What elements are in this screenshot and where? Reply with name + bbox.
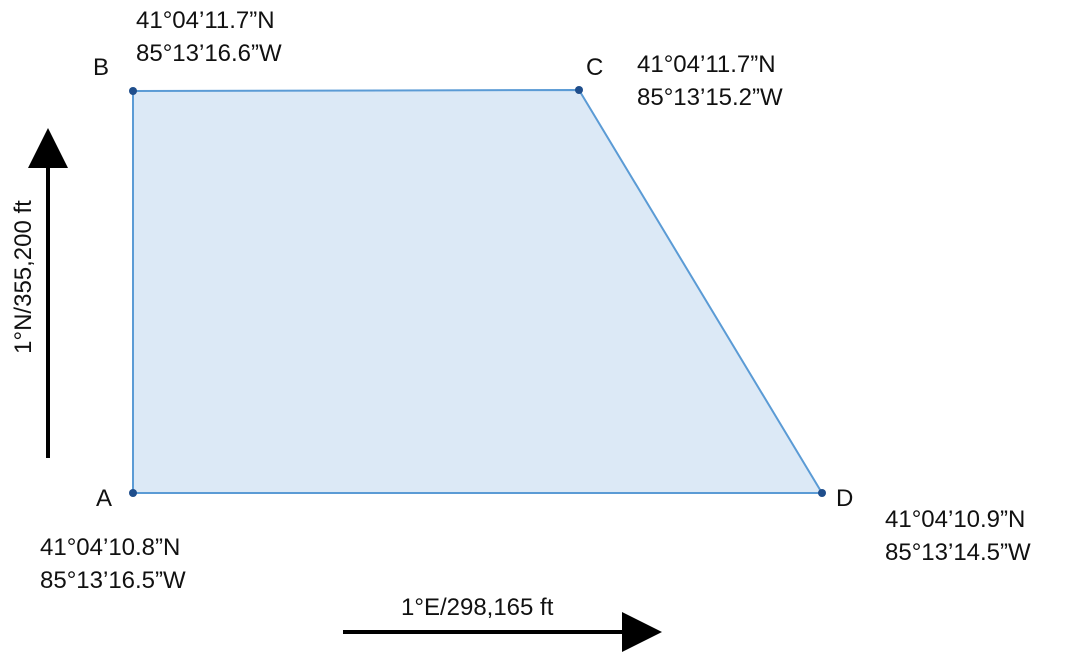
vertex-a-label: A (96, 485, 113, 512)
vertex-b-lat: 41°04’11.7”N (136, 7, 275, 34)
vertex-d-point (818, 489, 826, 497)
lot-polygon (132, 88, 824, 494)
vertex-b-coordinates: 41°04’11.7”N 85°13’16.6”W (136, 4, 282, 70)
vertex-c-coordinates: 41°04’11.7”N 85°13’15.2”W (637, 48, 783, 114)
vertex-a-point (129, 489, 137, 497)
vertex-b-point (129, 87, 137, 95)
vertex-d-label: D (836, 485, 854, 512)
east-scale-label: 1°E/298,165 ft (401, 594, 554, 621)
vertex-c-lat: 41°04’11.7”N (637, 51, 776, 78)
north-scale-label: 1°N/355,200 ft (10, 200, 37, 354)
vertex-c-label: C (586, 54, 604, 81)
vertex-c-point (575, 86, 583, 94)
vertex-c-lon: 85°13’15.2”W (637, 84, 783, 111)
vertex-a-coordinates: 41°04’10.8”N 85°13’16.5”W (40, 531, 186, 597)
vertex-b-label: B (93, 54, 110, 81)
vertex-a-lat: 41°04’10.8”N (40, 534, 181, 561)
vertex-d-coordinates: 41°04’10.9”N 85°13’14.5”W (885, 503, 1031, 569)
vertex-d-lat: 41°04’10.9”N (885, 506, 1026, 533)
vertex-d-lon: 85°13’14.5”W (885, 539, 1031, 566)
vertex-b-lon: 85°13’16.6”W (136, 40, 282, 67)
vertex-a-lon: 85°13’16.5”W (40, 567, 186, 594)
